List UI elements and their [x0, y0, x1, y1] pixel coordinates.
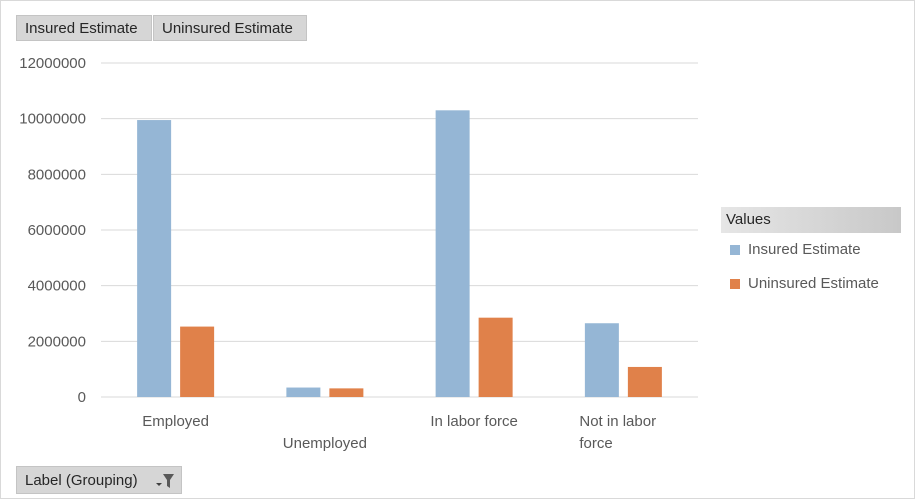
category-label: In labor force: [430, 413, 518, 430]
legend-title: Values: [721, 207, 901, 233]
bar-insured-0[interactable]: [137, 120, 172, 397]
category-label: Employed: [142, 413, 209, 430]
legend: Values Insured Estimate Uninsured Estima…: [721, 207, 901, 301]
bars: [137, 110, 662, 398]
y-tick-label: 6000000: [28, 222, 86, 239]
filter-dropdown-icon[interactable]: [155, 473, 175, 489]
y-tick-label: 0: [78, 389, 86, 406]
bar-insured-3[interactable]: [584, 323, 619, 397]
label-grouping-text: Label (Grouping): [25, 472, 138, 489]
legend-swatch-insured: [730, 245, 740, 255]
category-label: Not in labor force: [579, 413, 656, 452]
category-label: Unemployed: [283, 435, 367, 452]
bar-uninsured-3[interactable]: [627, 366, 662, 397]
bar-uninsured-0[interactable]: [180, 326, 215, 397]
bar-insured-2[interactable]: [435, 110, 470, 398]
y-tick-label: 12000000: [19, 55, 86, 72]
bar-uninsured-1[interactable]: [329, 388, 364, 397]
insured-estimate-field-button[interactable]: Insured Estimate: [16, 15, 152, 41]
legend-swatch-uninsured: [730, 279, 740, 289]
y-tick-label: 8000000: [28, 166, 86, 183]
y-tick-label: 10000000: [19, 111, 86, 128]
legend-label: Uninsured Estimate: [748, 275, 879, 292]
legend-label: Insured Estimate: [748, 241, 861, 258]
label-grouping-field-button[interactable]: Label (Grouping): [16, 466, 182, 494]
uninsured-estimate-field-button[interactable]: Uninsured Estimate: [153, 15, 307, 41]
x-axis-categories: Employed Unemployed In labor force Not in l…: [142, 413, 656, 452]
bar-insured-1[interactable]: [286, 387, 321, 397]
legend-item-uninsured[interactable]: Uninsured Estimate: [721, 267, 901, 301]
bar-uninsured-2[interactable]: [478, 317, 513, 397]
y-tick-label: 4000000: [28, 278, 86, 295]
y-tick-label: 2000000: [28, 333, 86, 350]
legend-item-insured[interactable]: Insured Estimate: [721, 233, 901, 267]
y-axis-ticks: 0 2000000 4000000 6000000 8000000 10000000 120…: [19, 55, 86, 406]
